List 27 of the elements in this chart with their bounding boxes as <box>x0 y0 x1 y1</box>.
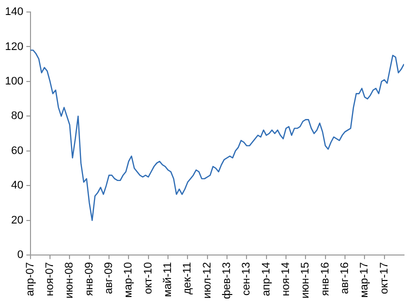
x-tick-label: июн-15 <box>300 262 312 298</box>
x-tick-label: авг-16 <box>339 262 352 294</box>
y-tick-label: 60 <box>11 144 24 157</box>
x-tick-label: окт-10 <box>142 262 154 294</box>
y-tick-label: 20 <box>11 214 24 226</box>
x-tick-label: сен-13 <box>240 262 253 296</box>
x-tick-label: авг-09 <box>103 262 116 294</box>
x-tick-label: ноя-07 <box>44 262 56 296</box>
y-tick-label: 0 <box>17 249 24 262</box>
x-tick-label: фев-13 <box>221 262 234 300</box>
x-tick-label: апр-14 <box>260 262 272 296</box>
y-tick-label: 120 <box>4 40 24 53</box>
x-tick-label: мар-10 <box>122 262 135 298</box>
x-tick-label: дек-11 <box>182 262 194 295</box>
x-tick-label: янв-16 <box>319 262 332 296</box>
x-tick-label: мар-17 <box>358 262 371 298</box>
x-tick-label: окт-17 <box>378 262 390 294</box>
y-tick-label: 140 <box>4 6 24 18</box>
y-tick-label: 80 <box>11 110 24 122</box>
y-tick-label: 100 <box>4 75 24 88</box>
x-tick-label: апр-07 <box>24 262 36 296</box>
x-tick-label: май-11 <box>162 262 174 298</box>
x-tick-label: ноя-14 <box>280 262 292 296</box>
x-tick-label: янв-09 <box>83 262 96 296</box>
x-tick-label: июл-12 <box>201 262 214 299</box>
y-tick-label: 40 <box>11 180 24 192</box>
x-tick-label: июн-08 <box>64 262 76 298</box>
